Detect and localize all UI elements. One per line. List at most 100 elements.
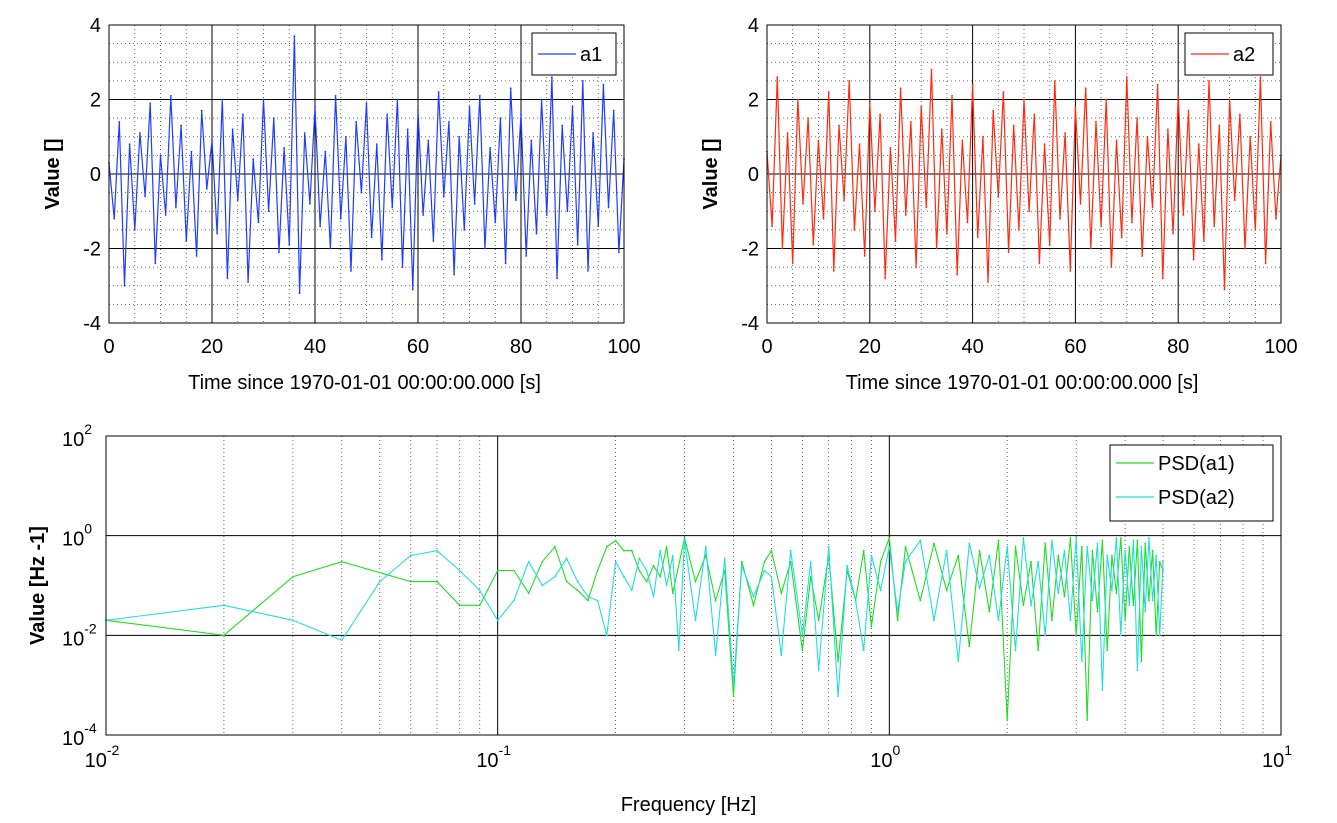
data-point [314,106,316,108]
data-point [752,595,755,598]
data-point [879,560,882,563]
data-point [919,599,922,602]
data-point [645,580,648,583]
data-point [169,94,172,97]
data-point [427,139,430,142]
data-point [888,537,891,539]
tick-exponent: 0 [893,742,901,758]
data-point [221,98,224,101]
x-tick-label: 100 [607,336,640,358]
data-point [665,545,668,548]
x-axis-label: Frequency [Hz] [621,794,757,816]
data-point [576,243,579,246]
data-point [565,557,568,560]
legend-label: a1 [580,44,602,66]
data-point [1213,225,1216,228]
data-point [602,83,605,86]
data-point [1274,217,1277,220]
data-point [324,150,327,153]
data-point [614,539,617,542]
data-point [802,202,804,205]
data-point [894,240,897,242]
data-point [846,564,848,567]
data-point [1177,94,1180,97]
data-point [478,94,481,97]
data-point [1128,545,1131,548]
data-point [164,214,167,216]
data-point [966,221,969,224]
data-point [997,539,1000,542]
x-tick-label: 101 [1262,742,1292,772]
data-point [1148,537,1150,539]
data-point [159,154,162,157]
data-point [1162,560,1164,563]
data-point [1086,719,1089,721]
y-axis-label: Value [] [700,138,722,209]
data-point [437,91,440,93]
data-point [714,654,717,657]
tick-exponent: -1 [499,742,512,758]
data-point [988,554,991,557]
data-point [1203,240,1205,242]
x-tick-label: 100 [870,742,900,772]
data-point [1228,98,1231,101]
data-point [565,580,568,583]
data-point [1037,649,1040,652]
y-tick-label: 0 [90,164,101,186]
data-point [340,560,343,563]
data-point [763,560,766,563]
data-point [915,266,917,269]
data-point [652,595,655,598]
y-tick-label: 10-2 [62,620,97,650]
data-point [1075,634,1078,637]
legend-label: PSD(a2) [1158,487,1235,509]
data-point [350,269,352,272]
data-point [200,109,203,112]
data-point [622,549,625,552]
data-point [957,554,960,557]
data-point [211,139,213,142]
data-point [1006,545,1009,548]
data-point [303,132,306,134]
x-tick-label: 80 [1167,336,1189,358]
data-point [605,545,608,548]
data-point [817,669,820,672]
data-point [308,202,311,205]
data-point [1132,539,1135,542]
data-point [652,564,655,567]
data-point [1069,537,1072,539]
data-point [334,94,337,97]
data-point [763,569,766,572]
data-point [556,277,558,280]
data-point [1110,589,1113,592]
data-point [870,625,873,628]
data-point [1131,221,1133,224]
data-point [837,660,840,663]
data-point [1038,262,1041,265]
data-point [436,549,438,552]
data-point [339,217,342,220]
x-tick-label: 10-2 [85,742,120,772]
data-point [527,560,530,563]
legend: PSD(a1) PSD(a2) [1109,444,1274,522]
data-point [870,554,873,557]
data-point [889,147,892,149]
data-point [630,549,633,552]
data-point [807,117,810,120]
y-tick-label: -2 [741,239,759,261]
data-point [293,35,296,38]
data-point [1101,689,1104,691]
data-point [614,560,617,563]
data-point [988,610,991,613]
data-point [781,247,784,250]
data-point [884,277,887,280]
y-tick-label: 4 [748,15,759,37]
data-point [525,255,528,257]
data-point [809,575,812,578]
data-point [1136,669,1139,672]
tick-exponent: 1 [1284,742,1292,758]
data-point [671,554,674,557]
data-point [945,589,948,592]
data-point [1037,560,1040,563]
